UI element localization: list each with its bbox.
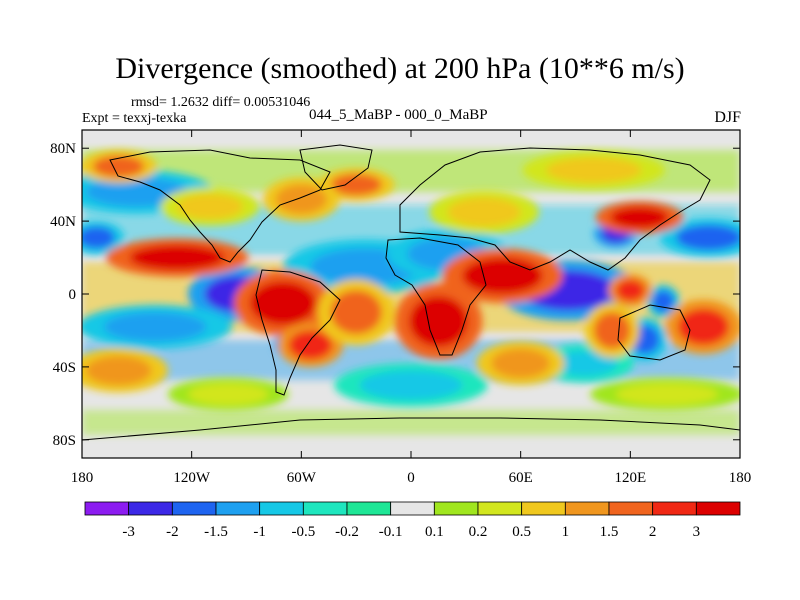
- coast-australia: [617, 304, 691, 361]
- field-core-19: [677, 308, 730, 346]
- field-core-32: [188, 383, 269, 406]
- field-core-27: [85, 355, 152, 386]
- field-core-21: [288, 330, 333, 360]
- x-axis: 180 120W 60W 0 60E 120E 180: [71, 130, 752, 486]
- field-core-8: [85, 177, 189, 207]
- colorbar-swatch: [171, 501, 217, 516]
- colorbar-label: -0.1: [379, 524, 403, 540]
- field-core-4: [676, 224, 740, 251]
- field-core-20: [615, 279, 645, 302]
- colorbar-label: 2: [649, 524, 657, 540]
- coast-south-america: [255, 269, 341, 396]
- experiment-text: Expt = texxj-texka: [82, 111, 187, 126]
- colorbar-swatch: [302, 501, 348, 516]
- colorbar-label: 3: [693, 524, 701, 540]
- field-core-22: [593, 312, 631, 349]
- y-tick-label: 0: [69, 287, 77, 303]
- colorbar-label: 1: [562, 524, 570, 540]
- y-tick-label: 80S: [53, 433, 76, 449]
- colorbar-swatch: [521, 501, 566, 516]
- colorbar-label: -1: [253, 524, 266, 540]
- colorbar: -3 -2 -1.5 -1 -0.5 -0.2 -0.1 0.1 0.2 0.5 1 1.5 2 3: [84, 501, 741, 540]
- field-core-18: [610, 206, 669, 229]
- colorbar-label: -0.2: [335, 524, 359, 540]
- field-core-16: [409, 295, 468, 347]
- field-core-30: [177, 193, 243, 220]
- field-core-24: [330, 173, 382, 196]
- coast-greenland: [299, 144, 373, 191]
- y-tick-label: 40S: [53, 360, 76, 376]
- colorbar-swatch: [84, 501, 130, 516]
- y-tick-label: 40N: [50, 214, 76, 230]
- field-core-23: [92, 155, 145, 178]
- chart-title: Divergence (smoothed) at 200 hPa (10**6 …: [115, 52, 685, 85]
- colorbar-swatch: [608, 501, 654, 516]
- stats-text: rmsd= 1.2632 diff= 0.00531046: [131, 95, 311, 110]
- field-core-13: [359, 370, 463, 400]
- coast-eurasia: [399, 147, 711, 271]
- field-core-14: [129, 244, 225, 271]
- season-label: DJF: [714, 109, 741, 126]
- colorbar-swatch: [128, 501, 173, 516]
- colorbar-swatch: [477, 501, 523, 516]
- colorbar-swatch: [390, 501, 435, 516]
- coast-africa: [385, 237, 487, 356]
- field-core-29: [447, 197, 521, 227]
- x-tick-label: 120E: [614, 470, 646, 486]
- coastlines: [82, 144, 740, 441]
- field-core-12: [551, 350, 618, 376]
- colorbar-swatch: [695, 501, 741, 516]
- field-core-5: [82, 226, 115, 249]
- colorbar-swatch: [215, 501, 261, 516]
- y-tick-label: 80N: [50, 141, 76, 157]
- field-core-31: [546, 157, 642, 183]
- coast-north-america: [109, 149, 331, 263]
- y-axis: 80N 40N 0 40S 80S: [50, 141, 740, 449]
- field-core-28: [491, 348, 550, 378]
- colorbar-swatch: [259, 501, 304, 516]
- colorbar-label: 0.1: [425, 524, 444, 540]
- x-tick-label: 60E: [509, 470, 533, 486]
- field-core-15: [250, 281, 316, 325]
- colorbar-swatch: [433, 501, 479, 516]
- subtitle: 044_5_MaBP - 000_0_MaBP: [309, 107, 488, 123]
- colorbar-label: -2: [166, 524, 179, 540]
- x-tick-label: 60W: [287, 470, 317, 486]
- field-core-26: [275, 184, 327, 214]
- field-core-33: [615, 383, 719, 406]
- colorbar-label: 1.5: [600, 524, 619, 540]
- colorbar-swatch: [564, 501, 610, 516]
- colorbar-swatch: [652, 501, 697, 516]
- field-core-17: [462, 257, 543, 294]
- x-tick-label: 180: [71, 470, 94, 486]
- field-core-11: [103, 312, 207, 342]
- colorbar-label: -0.5: [291, 524, 315, 540]
- x-tick-label: 120W: [173, 470, 211, 486]
- coast-antarctica: [82, 417, 740, 441]
- colorbar-label: -3: [122, 524, 135, 540]
- colorbar-label: -1.5: [204, 524, 228, 540]
- x-tick-label: 0: [407, 470, 415, 486]
- colorbar-swatch: [346, 501, 392, 516]
- field-core-25: [330, 290, 382, 335]
- colorbar-label: 0.2: [469, 524, 488, 540]
- x-tick-label: 180: [729, 470, 752, 486]
- colorbar-label: 0.5: [512, 524, 531, 540]
